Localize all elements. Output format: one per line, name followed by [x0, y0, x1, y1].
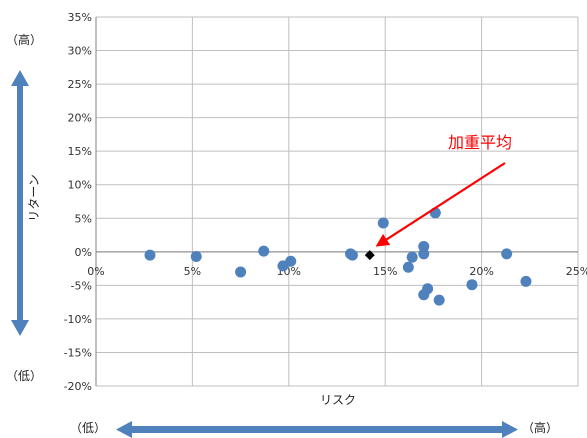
y-tick-label: 15% [68, 145, 92, 158]
data-point [235, 266, 247, 278]
y-tick-label: -15% [64, 346, 92, 359]
data-point [258, 245, 270, 257]
data-points [144, 207, 532, 306]
data-point [144, 249, 156, 261]
data-point [377, 217, 389, 229]
x-tick-labels: 0%5%10%15%20%25% [87, 265, 587, 278]
x-tick-label: 15% [373, 265, 397, 278]
x-tick-label: 25% [566, 265, 587, 278]
data-point [520, 275, 532, 287]
data-point [418, 248, 430, 260]
data-point [466, 279, 478, 291]
y-tick-label: 0% [75, 246, 92, 259]
data-point [422, 283, 434, 295]
x-axis-high-label: （高） [522, 420, 558, 435]
data-point [406, 251, 418, 263]
weighted-average-annotation-arrow [375, 162, 506, 247]
data-point [285, 255, 297, 267]
y-tick-label: 5% [75, 212, 92, 225]
weighted-average-point [364, 250, 375, 261]
y-tick-label: 35% [68, 11, 92, 24]
y-tick-label: 10% [68, 179, 92, 192]
y-tick-labels: 35% 30% 25% 20% 15% 10% 5% 0% -5% -10% -15% -20% [64, 11, 92, 393]
y-axis-title: リターン [27, 174, 41, 221]
y-tick-label: -5% [71, 279, 92, 292]
horizontal-double-arrow [116, 421, 518, 438]
y-tick-label: 20% [68, 112, 92, 125]
y-tick-label: -10% [64, 313, 92, 326]
y-tick-label: 25% [68, 78, 92, 91]
x-tick-label: 5% [184, 265, 201, 278]
x-axis-title: リスク [320, 393, 356, 407]
data-point [433, 294, 445, 306]
data-point [346, 249, 358, 261]
data-point [402, 261, 414, 273]
data-point [501, 248, 513, 260]
y-tick-label: 30% [68, 45, 92, 58]
vertical-double-arrow [11, 70, 29, 336]
x-tick-label: 20% [469, 265, 493, 278]
grid-lines [95, 16, 579, 387]
weighted-average-annotation-label: 加重平均 [448, 133, 512, 152]
y-axis-high-label: （高） [6, 32, 42, 47]
x-tick-label: 0% [87, 265, 104, 278]
x-axis-low-label: （低） [70, 421, 106, 435]
y-tick-label: -20% [64, 380, 92, 393]
y-axis-low-label: （低） [6, 369, 42, 383]
data-point [190, 251, 202, 263]
